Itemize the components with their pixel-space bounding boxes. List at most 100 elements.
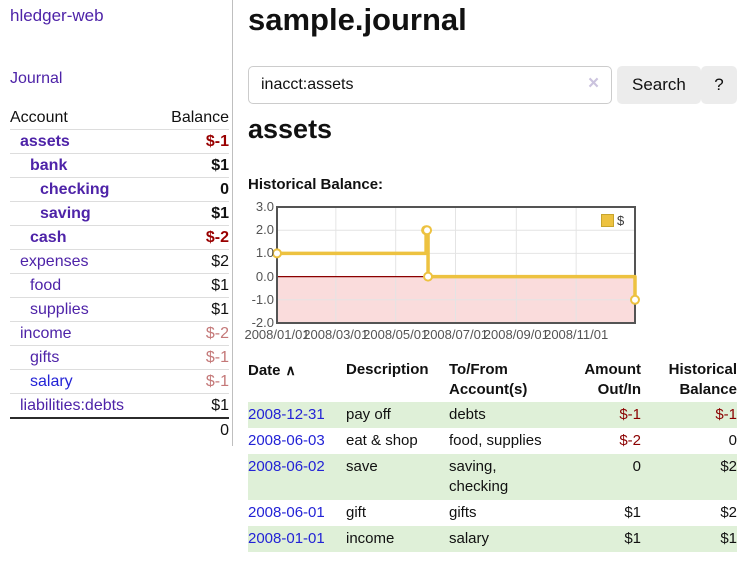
sidebar-account-link[interactable]: bank [30,157,68,174]
transaction-amount: 0 [632,458,641,475]
transaction-date-link[interactable]: 2008-06-03 [248,432,325,449]
transaction-date-link[interactable]: 2008-12-31 [248,406,325,423]
data-point-marker [630,294,640,305]
transaction-date-link[interactable]: 2008-06-01 [248,504,325,521]
y-tick-label: -1.0 [251,291,274,307]
sidebar-account-link[interactable]: salary [30,373,73,390]
sidebar-account-link[interactable]: checking [40,181,110,198]
transaction-description: gift [346,504,367,521]
sidebar-account-link[interactable]: assets [20,133,70,150]
column-header-description: Description [346,361,429,378]
x-tick-label: 2008/07/01 [422,327,489,342]
sidebar: hledger-web Journal Account Balance asse… [0,0,233,446]
sidebar-account-balance: $1 [211,397,229,414]
sidebar-account-balance: $-1 [205,349,229,366]
table-row: 2008-01-01 income salary $1 $1 [248,526,737,552]
sidebar-account-row: expenses $2 [10,249,229,273]
transaction-description: eat & shop [346,432,418,449]
sidebar-account-link[interactable]: supplies [30,301,89,318]
transaction-balance: 0 [728,432,737,449]
sidebar-account-rows: assets $-1 bank $1 checking 0 saving $1 cash $-2 e… [10,129,229,417]
sidebar-account-balance: $1 [211,205,229,222]
transaction-date-link[interactable]: 2008-06-02 [248,458,325,475]
accounts-table: Account Balance assets $-1 bank $1 checking 0… [10,106,229,441]
sidebar-account-row: food $1 [10,273,229,297]
sidebar-account-balance: $-1 [205,373,229,390]
x-tick-label: 2008/01/01 [244,327,310,342]
sidebar-account-row: saving $1 [10,201,229,225]
transaction-balance: $2 [720,504,737,521]
historical-balance-chart: 3.0 2.0 1.0 0.0 -1.0 -2.0 2008/01/01 2008/03/0… [244,199,742,350]
sort-ascending-icon: ∧ [285,362,296,378]
account-heading: assets [248,114,333,144]
chart-title: Historical Balance: [248,176,384,193]
sidebar-account-link[interactable]: liabilities:debts [20,397,125,414]
sidebar-account-row: gifts $-1 [10,345,229,369]
transaction-amount: $-2 [619,432,641,449]
x-tick-label: 2008/05/01 [363,327,429,342]
help-button[interactable]: ? [701,66,737,104]
column-header-balance: Historical Balance [668,361,737,398]
accounts-total-row: 0 [10,417,229,441]
x-tick-label: 2008/09/01 [483,327,549,342]
sidebar-account-balance: $1 [211,157,229,174]
transaction-balance: $1 [720,530,737,547]
transaction-accounts: salary [449,530,490,547]
register-table: Date ∧ Description To/From Account(s) Amo… [248,358,737,552]
table-row: 2008-06-02 save saving, checking 0 $2 [248,454,737,500]
clear-search-icon[interactable]: × [588,73,600,94]
legend-label: $ [617,213,625,228]
sidebar-account-balance: $2 [211,253,229,270]
sidebar-account-row: cash $-2 [10,225,229,249]
sidebar-account-link[interactable]: saving [40,205,91,222]
transaction-balance: $-1 [715,406,737,423]
transaction-accounts: food, supplies [449,432,542,449]
balance-column-header: Balance [171,109,229,126]
sidebar-account-link[interactable]: gifts [30,349,60,366]
sidebar-account-row: liabilities:debts $1 [10,393,229,417]
column-header-date[interactable]: Date ∧ [248,362,296,379]
search-button[interactable]: Search [617,66,701,104]
transaction-accounts: gifts [449,504,477,521]
balance-chart-plot[interactable] [248,200,742,350]
sidebar-account-row: checking 0 [10,177,229,201]
sidebar-account-link[interactable]: food [30,277,62,294]
y-tick-label: 0.0 [255,268,274,284]
table-row: 2008-06-03 eat & shop food, supplies $-2 0 [248,428,737,454]
chart-legend: $ [599,212,627,229]
transaction-accounts: debts [449,406,486,423]
transaction-date-link[interactable]: 2008-01-01 [248,530,325,547]
sidebar-account-row: salary $-1 [10,369,229,393]
sidebar-account-balance: $1 [211,301,229,318]
transaction-amount: $-1 [619,406,641,423]
transaction-accounts: saving, checking [449,458,509,495]
search-input[interactable] [248,66,612,104]
data-point-marker [272,248,282,259]
accounts-table-header: Account Balance [10,106,229,129]
transaction-balance: $2 [720,458,737,475]
plot-border [276,206,636,324]
sidebar-account-link[interactable]: expenses [20,253,89,270]
sidebar-account-balance: $-2 [205,229,229,246]
sidebar-account-link[interactable]: cash [30,229,67,246]
sidebar-account-row: income $-2 [10,321,229,345]
transaction-amount: $1 [624,504,641,521]
transaction-description: pay off [346,406,391,423]
sidebar-account-balance: $1 [211,277,229,294]
x-tick-label: 2008/11/01 [544,327,609,342]
transaction-amount: $1 [624,530,641,547]
sidebar-account-balance: $-1 [205,133,229,150]
data-point-marker [423,271,434,282]
account-column-header: Account [10,109,68,126]
register-header-row: Date ∧ Description To/From Account(s) Amo… [248,358,737,402]
y-tick-label: 1.0 [255,245,274,261]
sidebar-item-journal[interactable]: Journal [10,70,63,87]
y-tick-label: -2.0 [251,315,274,330]
table-row: 2008-06-01 gift gifts $1 $2 [248,500,737,526]
app-title-link[interactable]: hledger-web [10,6,104,25]
sidebar-account-row: supplies $1 [10,297,229,321]
sidebar-account-link[interactable]: income [20,325,72,342]
table-row: 2008-12-31 pay off debts $-1 $-1 [248,402,737,428]
sidebar-account-balance: $-2 [205,325,229,342]
